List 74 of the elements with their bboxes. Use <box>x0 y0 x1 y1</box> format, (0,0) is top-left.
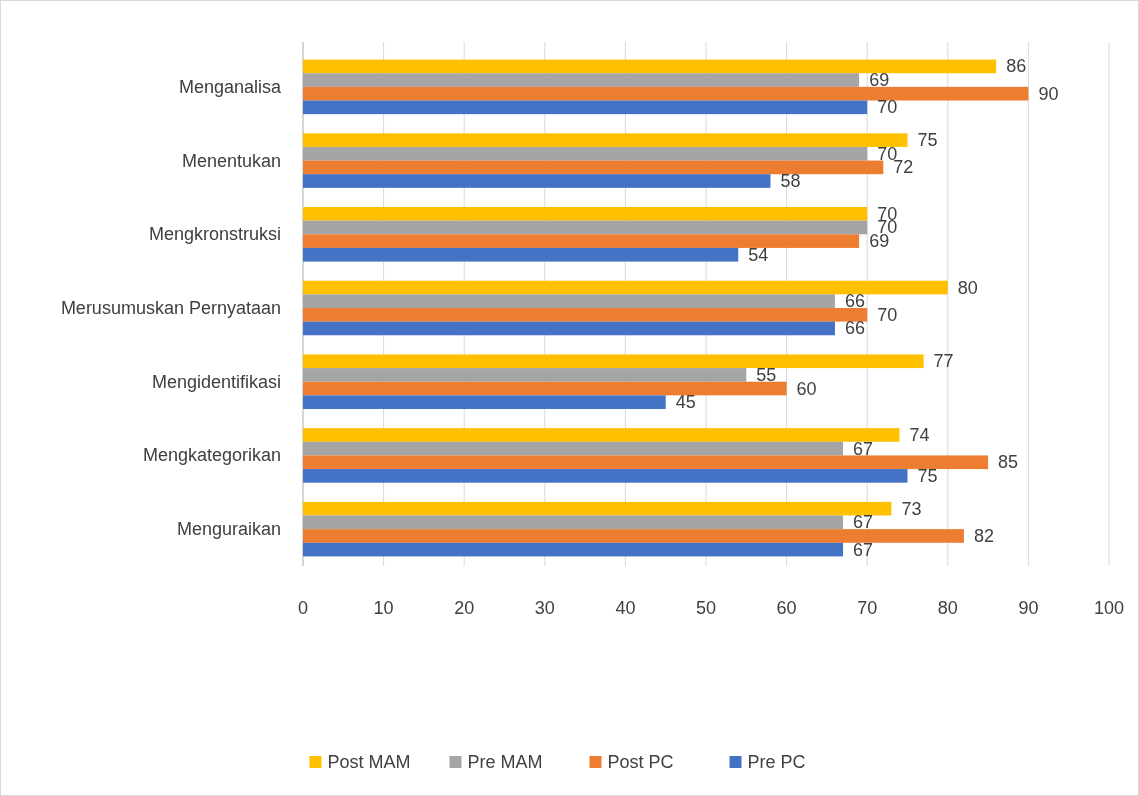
x-tick-label: 30 <box>534 598 555 618</box>
legend-label: Pre MAM <box>467 752 543 772</box>
x-tick-label: 20 <box>454 598 475 618</box>
data-label: 67 <box>853 539 874 560</box>
data-label: 70 <box>877 97 898 118</box>
bar <box>303 73 860 87</box>
y-tick-label: Mengidentifikasi <box>151 371 281 392</box>
legend-label: Pre PC <box>747 752 806 772</box>
bar <box>303 280 948 295</box>
data-label: 80 <box>957 277 978 298</box>
bar <box>303 441 844 456</box>
data-label: 69 <box>869 70 890 91</box>
bar <box>303 515 844 530</box>
x-tick-label: 10 <box>373 598 394 618</box>
bar <box>303 234 860 248</box>
y-tick-label: Menguraikan <box>176 519 281 540</box>
bar <box>303 220 868 235</box>
data-label: 82 <box>973 525 994 546</box>
bar <box>303 542 844 557</box>
data-label: 75 <box>917 130 938 151</box>
data-label: 66 <box>844 291 865 312</box>
x-tick-label: 50 <box>695 598 717 618</box>
bar <box>303 395 666 409</box>
x-tick-label: 90 <box>1018 598 1039 618</box>
data-label: 70 <box>877 143 898 164</box>
bar <box>303 133 908 147</box>
legend-label: Post MAM <box>327 752 411 772</box>
bar <box>303 321 835 336</box>
bar <box>303 174 771 188</box>
x-tick-label: 60 <box>776 598 797 618</box>
y-tick-label: Mengkronstruksi <box>148 224 281 245</box>
y-tick-label: Menentukan <box>181 150 281 171</box>
bar <box>303 308 868 322</box>
x-tick-label: 70 <box>857 598 878 618</box>
y-tick-label: Menganalisa <box>178 76 282 97</box>
legend-label: Post PC <box>607 752 674 772</box>
x-tick-label: 0 <box>297 598 309 618</box>
data-label: 85 <box>998 452 1019 473</box>
data-label: 75 <box>917 465 938 486</box>
bar <box>303 146 868 161</box>
data-label: 55 <box>756 364 777 385</box>
bar <box>303 455 989 470</box>
bar <box>303 501 892 516</box>
bar <box>303 59 997 74</box>
data-label: 86 <box>1006 56 1027 77</box>
bar <box>303 294 835 308</box>
bar <box>303 469 908 483</box>
x-tick-label: 40 <box>615 598 636 618</box>
bar <box>303 207 868 221</box>
data-label: 45 <box>675 392 696 413</box>
x-tick-label: 80 <box>937 598 958 618</box>
data-label: 66 <box>844 318 865 339</box>
data-label: 90 <box>1038 83 1059 104</box>
x-tick-label: 100 <box>1093 598 1125 618</box>
data-label: 74 <box>909 424 930 445</box>
bar <box>303 529 964 543</box>
data-label: 67 <box>853 512 874 533</box>
data-label: 70 <box>877 304 898 325</box>
bar <box>303 428 900 442</box>
data-label: 54 <box>748 244 769 265</box>
data-label: 77 <box>933 351 954 372</box>
bar <box>303 86 1029 101</box>
bar <box>303 354 924 369</box>
data-label: 73 <box>901 498 922 519</box>
bar <box>303 160 884 175</box>
bar <box>303 368 747 382</box>
bar <box>303 100 868 115</box>
bar <box>303 247 739 262</box>
data-label: 60 <box>796 378 817 399</box>
bar <box>303 381 787 396</box>
y-tick-label: Mengkategorikan <box>142 445 281 466</box>
y-tick-label: Merusumuskan Pernyataan <box>60 298 281 318</box>
data-label: 67 <box>853 438 874 459</box>
data-label: 58 <box>780 171 801 192</box>
